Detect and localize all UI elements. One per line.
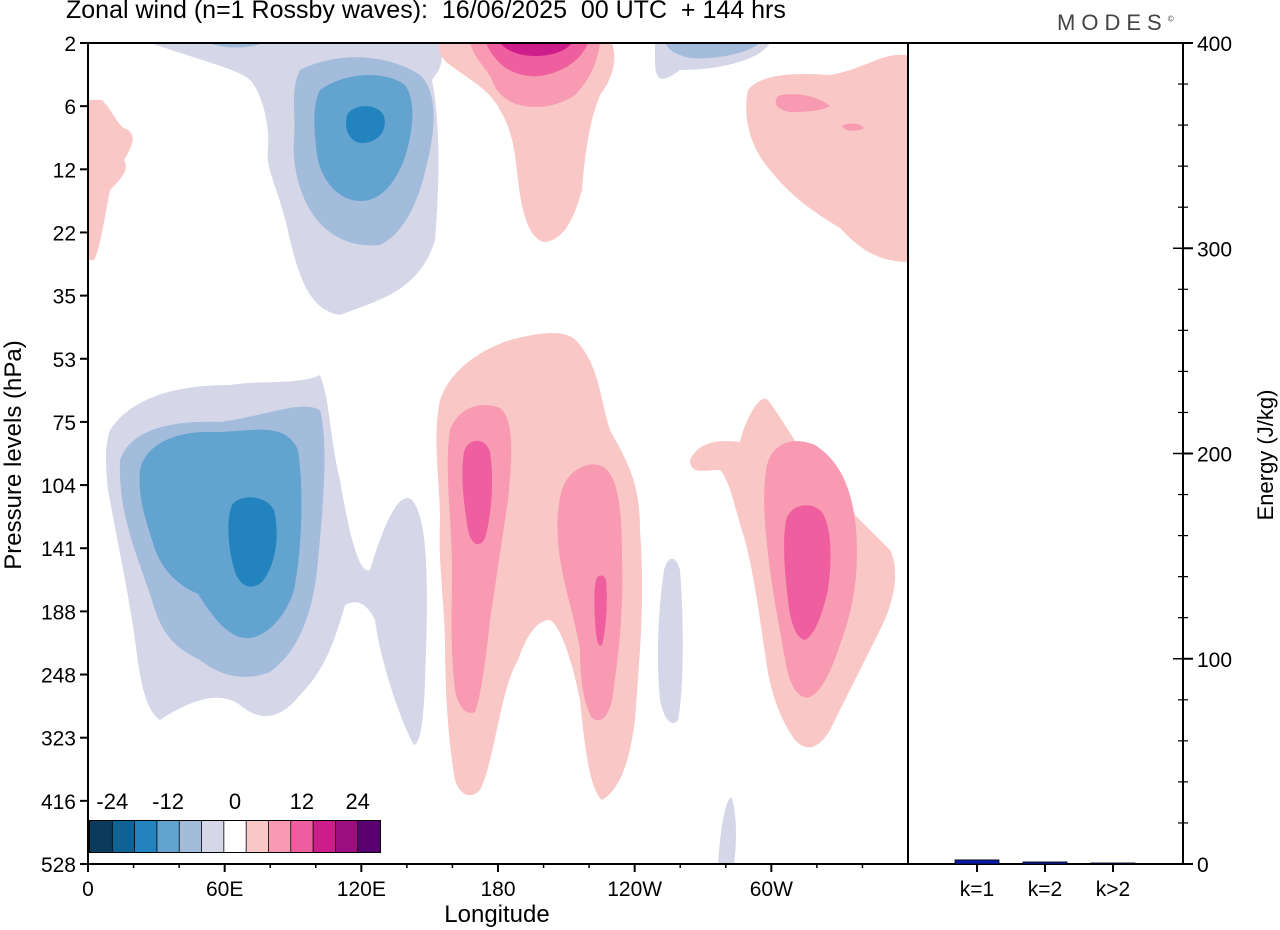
energy-axis-tick-labels: 0 100 200 300 400	[1197, 33, 1232, 877]
x-tick-label: 120W	[607, 878, 662, 901]
energy-tick-label: 400	[1197, 33, 1232, 56]
colorbar-label: -12	[152, 789, 184, 814]
y-tick-label: 104	[41, 475, 76, 498]
colorbar-swatch	[179, 821, 203, 852]
energy-bar	[1090, 862, 1136, 865]
energy-category-label: k=2	[1028, 878, 1062, 901]
x-axis-title: Longitude	[444, 901, 549, 928]
x-tick-label: 60W	[750, 878, 793, 901]
energy-plot-frame	[907, 42, 1184, 865]
colorbar-swatch	[201, 821, 225, 852]
chart-title: Zonal wind (n=1 Rossby waves): 16/06/202…	[66, 0, 786, 24]
colorbar-swatch	[134, 821, 158, 852]
energy-tick-label: 100	[1197, 649, 1232, 672]
y-axis-tick-labels: 2 6 12 22 35 53 75 104 141 188 248 323 416 528	[41, 33, 76, 877]
energy-bar	[1022, 861, 1068, 865]
colorbar-label: -24	[96, 789, 128, 814]
negative-region-level-4	[228, 106, 385, 587]
colorbar-swatch	[223, 821, 247, 852]
energy-tick-label: 0	[1197, 854, 1209, 877]
energy-category-label: k=1	[960, 878, 994, 901]
y-tick-label: 75	[53, 412, 76, 435]
y-tick-label: 416	[41, 791, 76, 814]
energy-bar	[954, 859, 1000, 865]
positive-region-level-4	[500, 43, 572, 56]
positive-region-level-3	[462, 43, 831, 646]
colorbar-label: 12	[290, 789, 314, 814]
y-tick-label: 188	[41, 601, 76, 624]
y-tick-label: 2	[64, 33, 76, 56]
energy-tick-label: 300	[1197, 238, 1232, 261]
colorbar-swatch	[246, 821, 269, 852]
energy-category-labels: k=1 k=2 k>2	[960, 878, 1130, 901]
y-axis-ticks	[80, 42, 88, 865]
y-tick-label: 12	[53, 159, 76, 182]
y-tick-label: 528	[41, 854, 76, 877]
y-tick-label: 53	[53, 349, 76, 372]
colorbar-swatch	[290, 821, 314, 852]
y-tick-label: 6	[64, 96, 76, 119]
y-tick-label: 323	[41, 728, 76, 751]
colorbar-labels: -24 -12 0 12 24	[96, 789, 370, 814]
colorbar-swatch	[268, 821, 292, 852]
y-tick-label: 35	[53, 286, 76, 309]
energy-category-label: k>2	[1096, 878, 1130, 901]
energy-axis-title: Energy (J/kg)	[1253, 390, 1278, 521]
energy-tick-label: 200	[1197, 444, 1232, 467]
x-tick-label: 120E	[337, 878, 386, 901]
colorbar: -24 -12 0 12 24	[89, 784, 381, 863]
colorbar-swatches	[90, 821, 381, 852]
x-axis-ticks	[87, 864, 864, 872]
colorbar-swatch	[156, 821, 180, 852]
x-tick-label: 0	[82, 878, 94, 901]
x-tick-label: 60E	[206, 878, 243, 901]
colorbar-swatch	[357, 821, 381, 852]
y-tick-label: 22	[53, 222, 76, 245]
colorbar-swatch	[335, 821, 359, 852]
y-axis-title: Pressure levels (hPa)	[0, 340, 27, 569]
modes-logo: MODES©	[1057, 10, 1174, 36]
x-tick-label: 180	[480, 878, 515, 901]
colorbar-swatch	[313, 821, 336, 852]
colorbar-swatch	[90, 821, 113, 852]
energy-bars	[954, 859, 1136, 872]
contour-field	[88, 43, 908, 864]
colorbar-label: 0	[229, 789, 241, 814]
colorbar-label: 24	[345, 789, 369, 814]
x-axis-tick-labels: 0 60E 120E 180 120W 60W	[82, 878, 793, 901]
energy-axis-ticks	[1173, 42, 1193, 865]
colorbar-swatch	[112, 821, 136, 852]
y-tick-label: 141	[41, 538, 76, 561]
logo-mark: ©	[1167, 14, 1174, 24]
y-tick-label: 248	[41, 665, 76, 688]
logo-text: MODES	[1057, 10, 1168, 35]
colorbar-frame	[89, 820, 381, 853]
